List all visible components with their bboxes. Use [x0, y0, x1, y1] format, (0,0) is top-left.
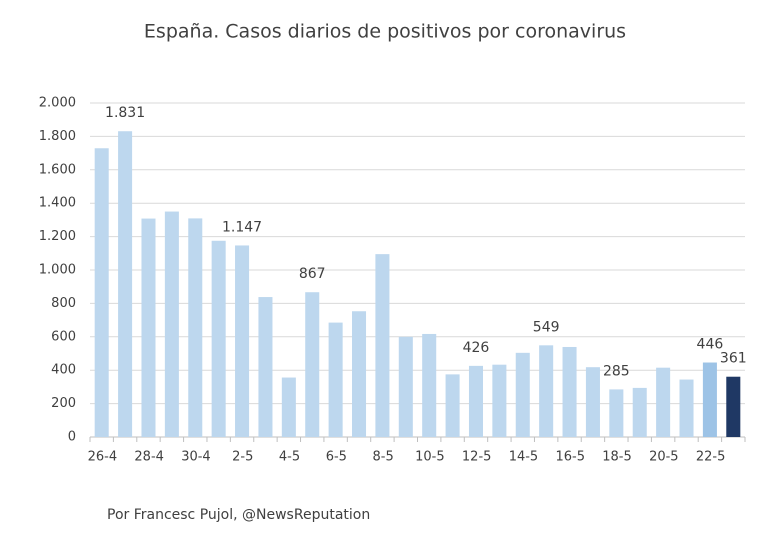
x-tick-label: 18-5: [602, 450, 632, 465]
bar: [679, 379, 694, 437]
y-tick-label: 1.800: [39, 129, 76, 144]
bar: [235, 245, 250, 437]
x-tick-label: 2-5: [232, 450, 253, 465]
y-tick-label: 400: [51, 363, 76, 378]
bar: [305, 292, 320, 437]
bar: [211, 240, 226, 437]
x-tick-label: 4-5: [279, 450, 300, 465]
x-tick-label: 8-5: [372, 450, 393, 465]
x-tick-label: 14-5: [509, 450, 539, 465]
bar: [375, 254, 390, 437]
bar: [94, 148, 109, 437]
bar: [352, 311, 367, 437]
bar: [398, 336, 413, 437]
bar: [609, 389, 624, 437]
y-tick-label: 1.000: [39, 263, 76, 278]
x-tick-label: 16-5: [555, 450, 585, 465]
value-label: 867: [299, 266, 326, 282]
y-tick-label: 800: [51, 296, 76, 311]
x-tick-label: 30-4: [181, 450, 211, 465]
y-tick-label: 1.600: [39, 162, 76, 177]
y-tick-label: 200: [51, 396, 76, 411]
value-label: 1.831: [105, 105, 145, 121]
bar: [141, 218, 156, 437]
value-label: 446: [697, 337, 724, 353]
x-tick-label: 22-5: [696, 450, 726, 465]
x-tick-label: 10-5: [415, 450, 445, 465]
y-tick-label: 2.000: [39, 96, 76, 111]
bar: [328, 322, 343, 437]
bar: [422, 333, 437, 437]
x-tick-label: 6-5: [326, 450, 347, 465]
bar: [164, 211, 179, 437]
y-tick-label: 600: [51, 329, 76, 344]
x-tick-label: 28-4: [134, 450, 164, 465]
bar: [515, 352, 530, 437]
x-tick-label: 12-5: [462, 450, 492, 465]
y-tick-label: 1.400: [39, 196, 76, 211]
value-label: 549: [533, 319, 560, 335]
chart-title: España. Casos diarios de positivos por c…: [144, 21, 626, 43]
value-label: 1.147: [222, 219, 262, 235]
bar: [188, 218, 203, 437]
value-label: 426: [463, 340, 490, 356]
bar: [726, 376, 741, 437]
y-tick-label: 1.200: [39, 229, 76, 244]
bar: [445, 374, 460, 437]
bar: [585, 367, 600, 437]
x-tick-label: 26-4: [88, 450, 118, 465]
bar: [656, 367, 671, 437]
bar: [281, 377, 296, 437]
value-label: 285: [603, 363, 630, 379]
bar: [632, 387, 647, 437]
bar: [539, 345, 554, 437]
bar: [468, 365, 483, 437]
value-label: 361: [720, 351, 747, 367]
bar: [702, 362, 717, 437]
y-tick-label: 0: [68, 430, 76, 445]
source: Por Francesc Pujol, @NewsReputation: [107, 507, 370, 523]
bar: [258, 297, 273, 437]
bar: [118, 131, 133, 437]
x-tick-label: 20-5: [649, 450, 679, 465]
bar: [562, 346, 577, 437]
bar: [492, 364, 507, 437]
